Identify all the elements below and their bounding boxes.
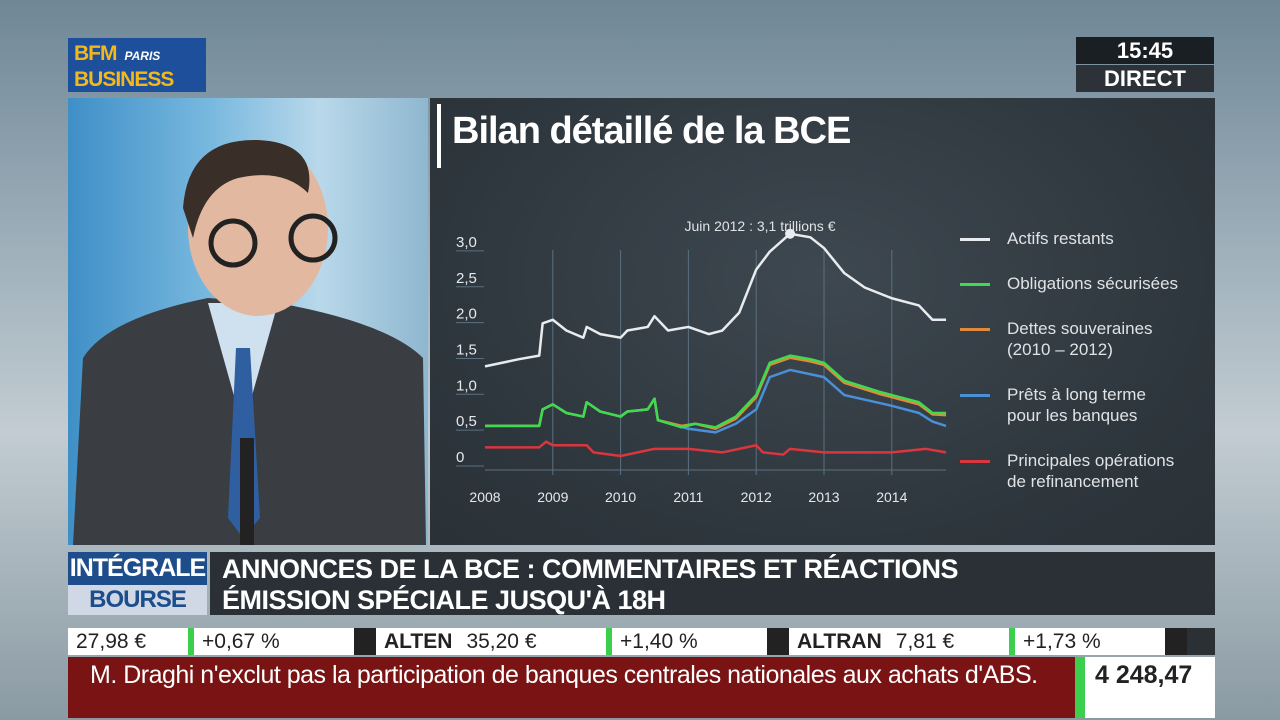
ticker-item: ALTEN 35,20 € [376,628,606,655]
chart-annotation: Juin 2012 : 3,1 trillions € [685,218,836,234]
legend-swatch [960,394,990,397]
y-tick-label: 2,5 [456,270,477,287]
x-tick-label: 2010 [605,489,636,505]
ticker-change: +0,67 % [194,628,354,655]
x-tick-label: 2013 [808,489,839,505]
series-line [484,232,947,368]
x-tick-label: 2009 [537,489,568,505]
ticker-name: ALTRAN [797,630,882,653]
ticker-name: ALTEN [384,630,453,653]
legend-label: Principales opérations de refinancement [1007,451,1175,491]
chart-title: Bilan détaillé de la BCE [452,110,851,152]
y-tick-label: 3,0 [456,234,477,251]
y-tick-label: 0,5 [456,413,477,430]
headline-line1: ANNONCES DE LA BCE : COMMENTAIRES ET RÉA… [222,554,959,584]
title-bar-accent [437,104,441,168]
legend-label: Actifs restants [1007,229,1114,248]
legend-swatch [960,460,990,463]
studio-video [68,98,428,545]
series-line [485,354,947,429]
headline-line2: ÉMISSION SPÉCIALE JUSQU'À 18H [222,585,666,615]
y-tick-label: 0 [456,449,464,466]
x-tick-label: 2008 [469,489,500,505]
x-tick-label: 2014 [876,489,907,505]
legend-label: Obligations sécurisées [1007,274,1179,293]
ticker-price: 7,81 € [895,630,955,653]
legend-swatch [960,328,990,331]
series-line [485,356,947,431]
ticker-item: ALTRAN 7,81 € [789,628,1009,655]
annotation-marker [785,228,796,239]
headline: ANNONCES DE LA BCE : COMMENTAIRES ET RÉA… [210,552,1215,615]
legend-swatch [960,283,990,286]
program-name-line1: INTÉGRALE [68,552,207,585]
x-tick-label: 2012 [741,489,772,505]
ticker-price: 27,98 € [68,628,188,655]
legend-label: Prêts à long terme pour les banques [1007,385,1146,425]
ticker-change: +1,40 % [612,628,767,655]
legend-label: Dettes souveraines (2010 – 2012) [1007,319,1153,359]
ticker-price: 35,20 € [466,630,537,653]
series-line [485,440,947,458]
index-value: 4 248,47 [1075,657,1215,718]
live-badge: DIRECT [1076,65,1214,92]
channel-logo: BFM PARIS BUSINESS [68,38,206,92]
presenter-image [73,139,426,545]
series-line [485,368,947,434]
clock: 15:45 [1076,37,1214,64]
y-tick-label: 1,0 [456,377,477,394]
x-tick-label: 2011 [673,489,703,505]
stock-ticker: 27,98 € +0,67 % ALTEN 35,20 € +1,40 % ALT… [68,628,1215,655]
y-tick-label: 1,5 [456,341,477,358]
program-name-line2: BOURSE [68,585,207,615]
legend-swatch [960,238,990,241]
y-tick-label: 2,0 [456,306,477,323]
news-crawl: M. Draghi n'exclut pas la participation … [68,657,1075,718]
ticker-change: +1,73 % [1015,628,1165,655]
